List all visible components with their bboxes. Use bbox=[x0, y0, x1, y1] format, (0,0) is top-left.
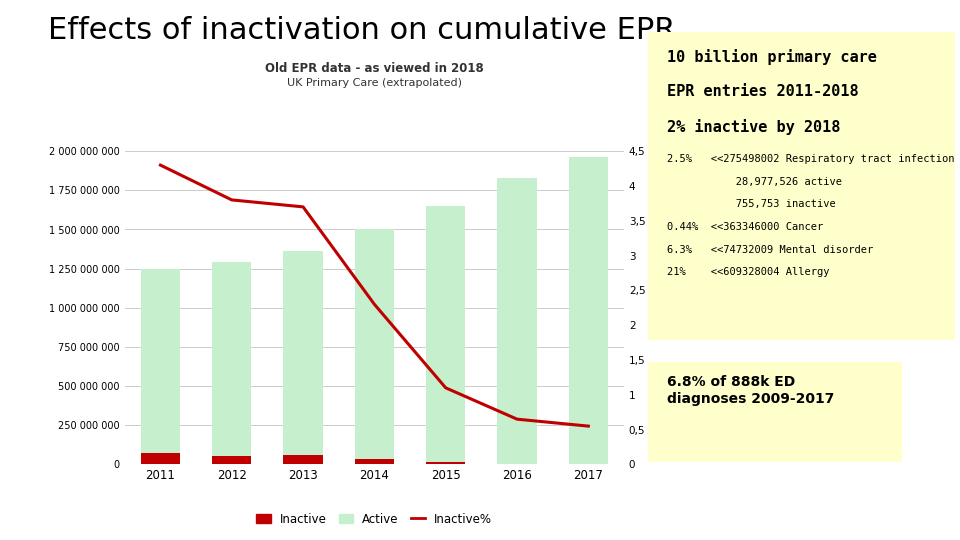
Bar bbox=[141, 453, 180, 464]
Bar bbox=[355, 230, 394, 464]
Text: 10 billion primary care: 10 billion primary care bbox=[667, 49, 877, 65]
Inactive% bbox=[583, 423, 594, 429]
Bar bbox=[141, 268, 180, 464]
Inactive% bbox=[155, 162, 166, 168]
Bar bbox=[355, 459, 394, 464]
Inactive% bbox=[512, 416, 523, 422]
Bar bbox=[426, 206, 466, 464]
Inactive% bbox=[298, 204, 309, 210]
Inactive% bbox=[440, 384, 451, 391]
Text: 2% inactive by 2018: 2% inactive by 2018 bbox=[667, 119, 841, 135]
Bar bbox=[283, 455, 323, 464]
Bar bbox=[426, 462, 466, 464]
Text: 28,977,526 active: 28,977,526 active bbox=[667, 177, 842, 187]
Text: 6.3%   <<74732009 Mental disorder: 6.3% <<74732009 Mental disorder bbox=[667, 245, 874, 255]
Legend: Inactive, Active, Inactive%: Inactive, Active, Inactive% bbox=[252, 508, 497, 530]
Inactive% bbox=[369, 301, 380, 308]
Text: 755,753 inactive: 755,753 inactive bbox=[667, 199, 836, 210]
Text: Effects of inactivation on cumulative EPR: Effects of inactivation on cumulative EP… bbox=[48, 16, 676, 45]
Text: Old EPR data - as viewed in 2018: Old EPR data - as viewed in 2018 bbox=[265, 62, 484, 75]
Text: UK Primary Care (extrapolated): UK Primary Care (extrapolated) bbox=[287, 78, 462, 89]
Bar bbox=[212, 456, 252, 464]
Text: 21%    <<609328004 Allergy: 21% <<609328004 Allergy bbox=[667, 267, 829, 278]
Bar bbox=[283, 252, 323, 464]
Bar bbox=[568, 158, 608, 464]
Text: 0.44%  <<363346000 Cancer: 0.44% <<363346000 Cancer bbox=[667, 222, 824, 232]
Line: Inactive%: Inactive% bbox=[160, 165, 588, 426]
Text: 6.8% of 888k ED
diagnoses 2009-2017: 6.8% of 888k ED diagnoses 2009-2017 bbox=[667, 375, 834, 406]
Text: EPR entries 2011-2018: EPR entries 2011-2018 bbox=[667, 84, 859, 99]
Bar bbox=[497, 178, 537, 464]
Text: 2.5%   <<275498002 Respiratory tract infection: 2.5% <<275498002 Respiratory tract infec… bbox=[667, 154, 954, 164]
Inactive% bbox=[226, 197, 237, 203]
Bar bbox=[212, 262, 252, 464]
